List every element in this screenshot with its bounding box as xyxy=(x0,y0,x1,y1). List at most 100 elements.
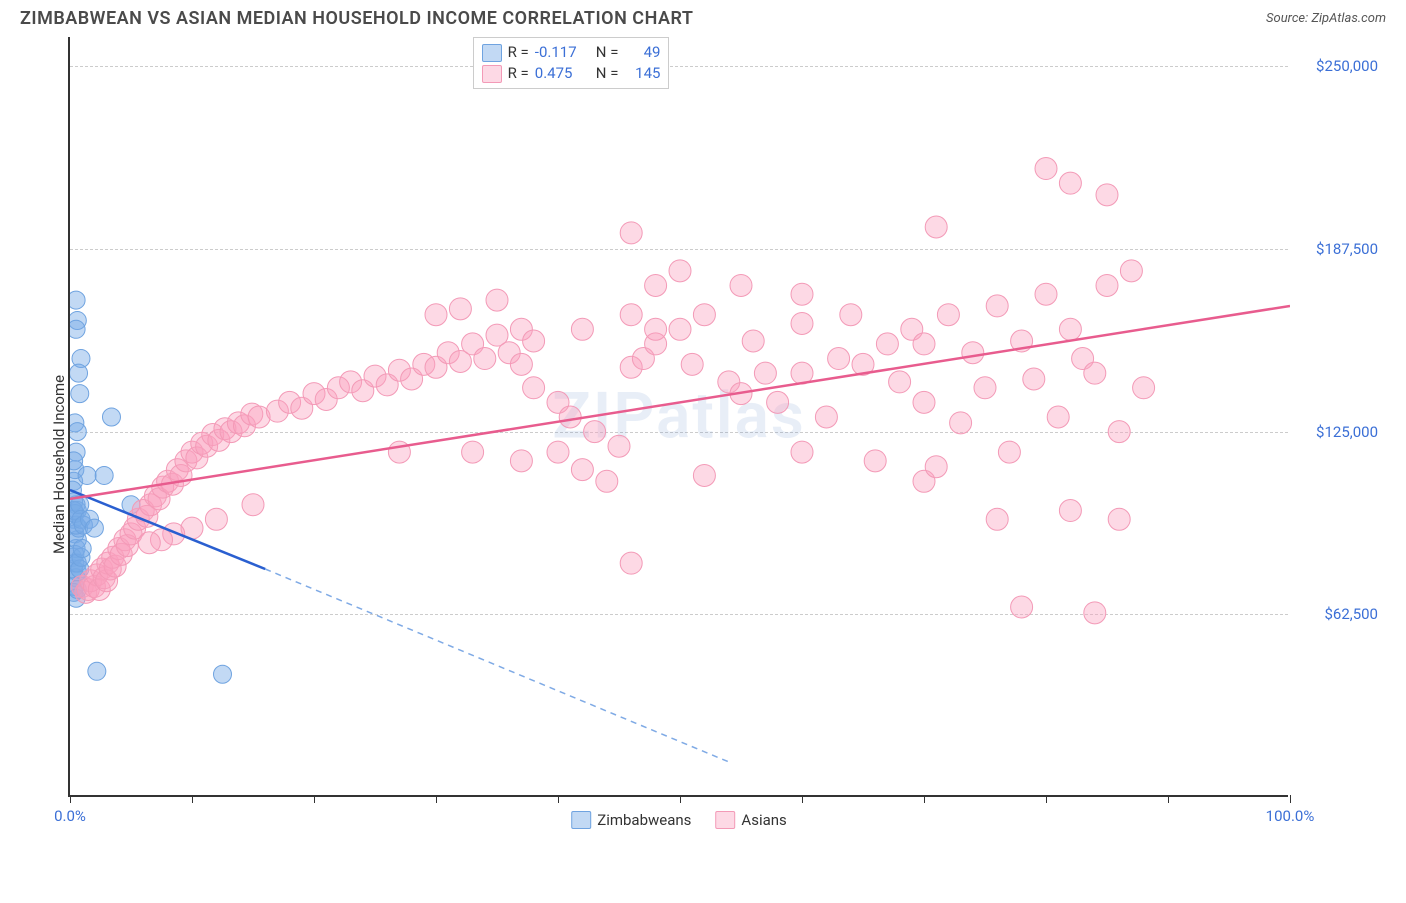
data-point xyxy=(681,353,703,375)
legend-label: Asians xyxy=(741,811,786,829)
data-point xyxy=(70,516,85,534)
legend-item: Zimbabweans xyxy=(571,811,691,829)
data-point xyxy=(840,304,862,326)
data-point xyxy=(70,481,81,499)
data-point xyxy=(791,362,813,384)
data-point xyxy=(401,368,423,390)
data-point xyxy=(86,564,108,586)
data-point xyxy=(1011,596,1033,618)
data-point xyxy=(227,412,249,434)
data-point xyxy=(413,353,435,375)
data-point xyxy=(1059,500,1081,522)
data-point xyxy=(99,558,121,580)
data-point xyxy=(315,388,337,410)
data-point xyxy=(80,570,102,592)
data-point xyxy=(70,312,86,330)
data-point xyxy=(70,554,86,572)
data-point xyxy=(620,304,642,326)
stats-r-label: R = xyxy=(508,42,529,63)
data-point xyxy=(214,665,232,683)
legend-label: Zimbabweans xyxy=(597,811,691,829)
data-point xyxy=(962,342,984,364)
data-point xyxy=(742,330,764,352)
data-point xyxy=(70,423,86,441)
data-point xyxy=(96,570,118,592)
data-point xyxy=(70,510,83,528)
data-point xyxy=(72,350,90,368)
data-point xyxy=(596,470,618,492)
data-point xyxy=(352,380,374,402)
data-point xyxy=(291,397,313,419)
data-point xyxy=(1072,348,1094,370)
data-point xyxy=(1059,318,1081,340)
legend-swatch xyxy=(482,44,502,62)
data-point xyxy=(937,304,959,326)
data-point xyxy=(1108,508,1130,530)
data-point xyxy=(91,558,113,580)
data-point xyxy=(425,304,447,326)
data-point xyxy=(70,502,86,520)
x-axis-tick xyxy=(1046,795,1047,803)
y-axis-tick-label: $250,000 xyxy=(1316,57,1378,75)
data-point xyxy=(950,412,972,434)
data-point xyxy=(70,548,81,566)
data-point xyxy=(70,443,85,461)
stats-n-value: 145 xyxy=(624,63,660,84)
stats-r-value: 0.475 xyxy=(535,63,590,84)
data-point xyxy=(97,552,119,574)
data-point xyxy=(620,552,642,574)
data-point xyxy=(70,496,85,514)
data-point xyxy=(1035,283,1057,305)
data-point xyxy=(70,472,83,490)
data-point xyxy=(901,318,923,340)
data-point xyxy=(70,569,85,587)
data-point xyxy=(70,563,86,581)
data-point xyxy=(791,441,813,463)
data-point xyxy=(70,554,84,572)
data-point xyxy=(78,466,96,484)
data-point xyxy=(669,260,691,282)
data-point xyxy=(998,441,1020,463)
data-point xyxy=(71,576,93,598)
data-point xyxy=(632,348,654,370)
data-point xyxy=(70,320,85,338)
data-point xyxy=(70,519,88,537)
data-point xyxy=(523,330,545,352)
legend-swatch xyxy=(482,65,502,83)
data-point xyxy=(151,529,173,551)
data-point xyxy=(70,560,83,578)
data-point xyxy=(1084,602,1106,624)
data-point xyxy=(116,535,138,557)
data-point xyxy=(913,333,935,355)
stats-n-label: N = xyxy=(596,42,619,63)
data-point xyxy=(693,464,715,486)
data-point xyxy=(388,359,410,381)
data-point xyxy=(71,385,89,403)
data-point xyxy=(70,540,85,558)
data-point xyxy=(70,493,83,511)
y-axis-tick-label: $125,000 xyxy=(1316,423,1378,441)
data-point xyxy=(876,333,898,355)
data-point xyxy=(102,408,120,426)
stats-n-value: 49 xyxy=(624,42,660,63)
data-point xyxy=(913,470,935,492)
data-point xyxy=(70,291,85,309)
trend-line-solid xyxy=(70,306,1290,499)
data-point xyxy=(248,406,270,428)
data-point xyxy=(88,578,110,600)
data-point xyxy=(108,538,130,560)
data-point xyxy=(208,429,230,451)
data-point xyxy=(70,580,86,598)
data-point xyxy=(114,529,136,551)
stats-n-label: N = xyxy=(596,63,619,84)
data-point xyxy=(486,289,508,311)
data-point xyxy=(70,531,86,549)
x-axis-tick xyxy=(70,795,71,803)
data-point xyxy=(95,466,113,484)
data-point xyxy=(104,555,126,577)
data-point xyxy=(925,216,947,238)
data-point xyxy=(120,523,142,545)
data-point xyxy=(767,391,789,413)
data-point xyxy=(376,374,398,396)
data-point xyxy=(510,450,532,472)
